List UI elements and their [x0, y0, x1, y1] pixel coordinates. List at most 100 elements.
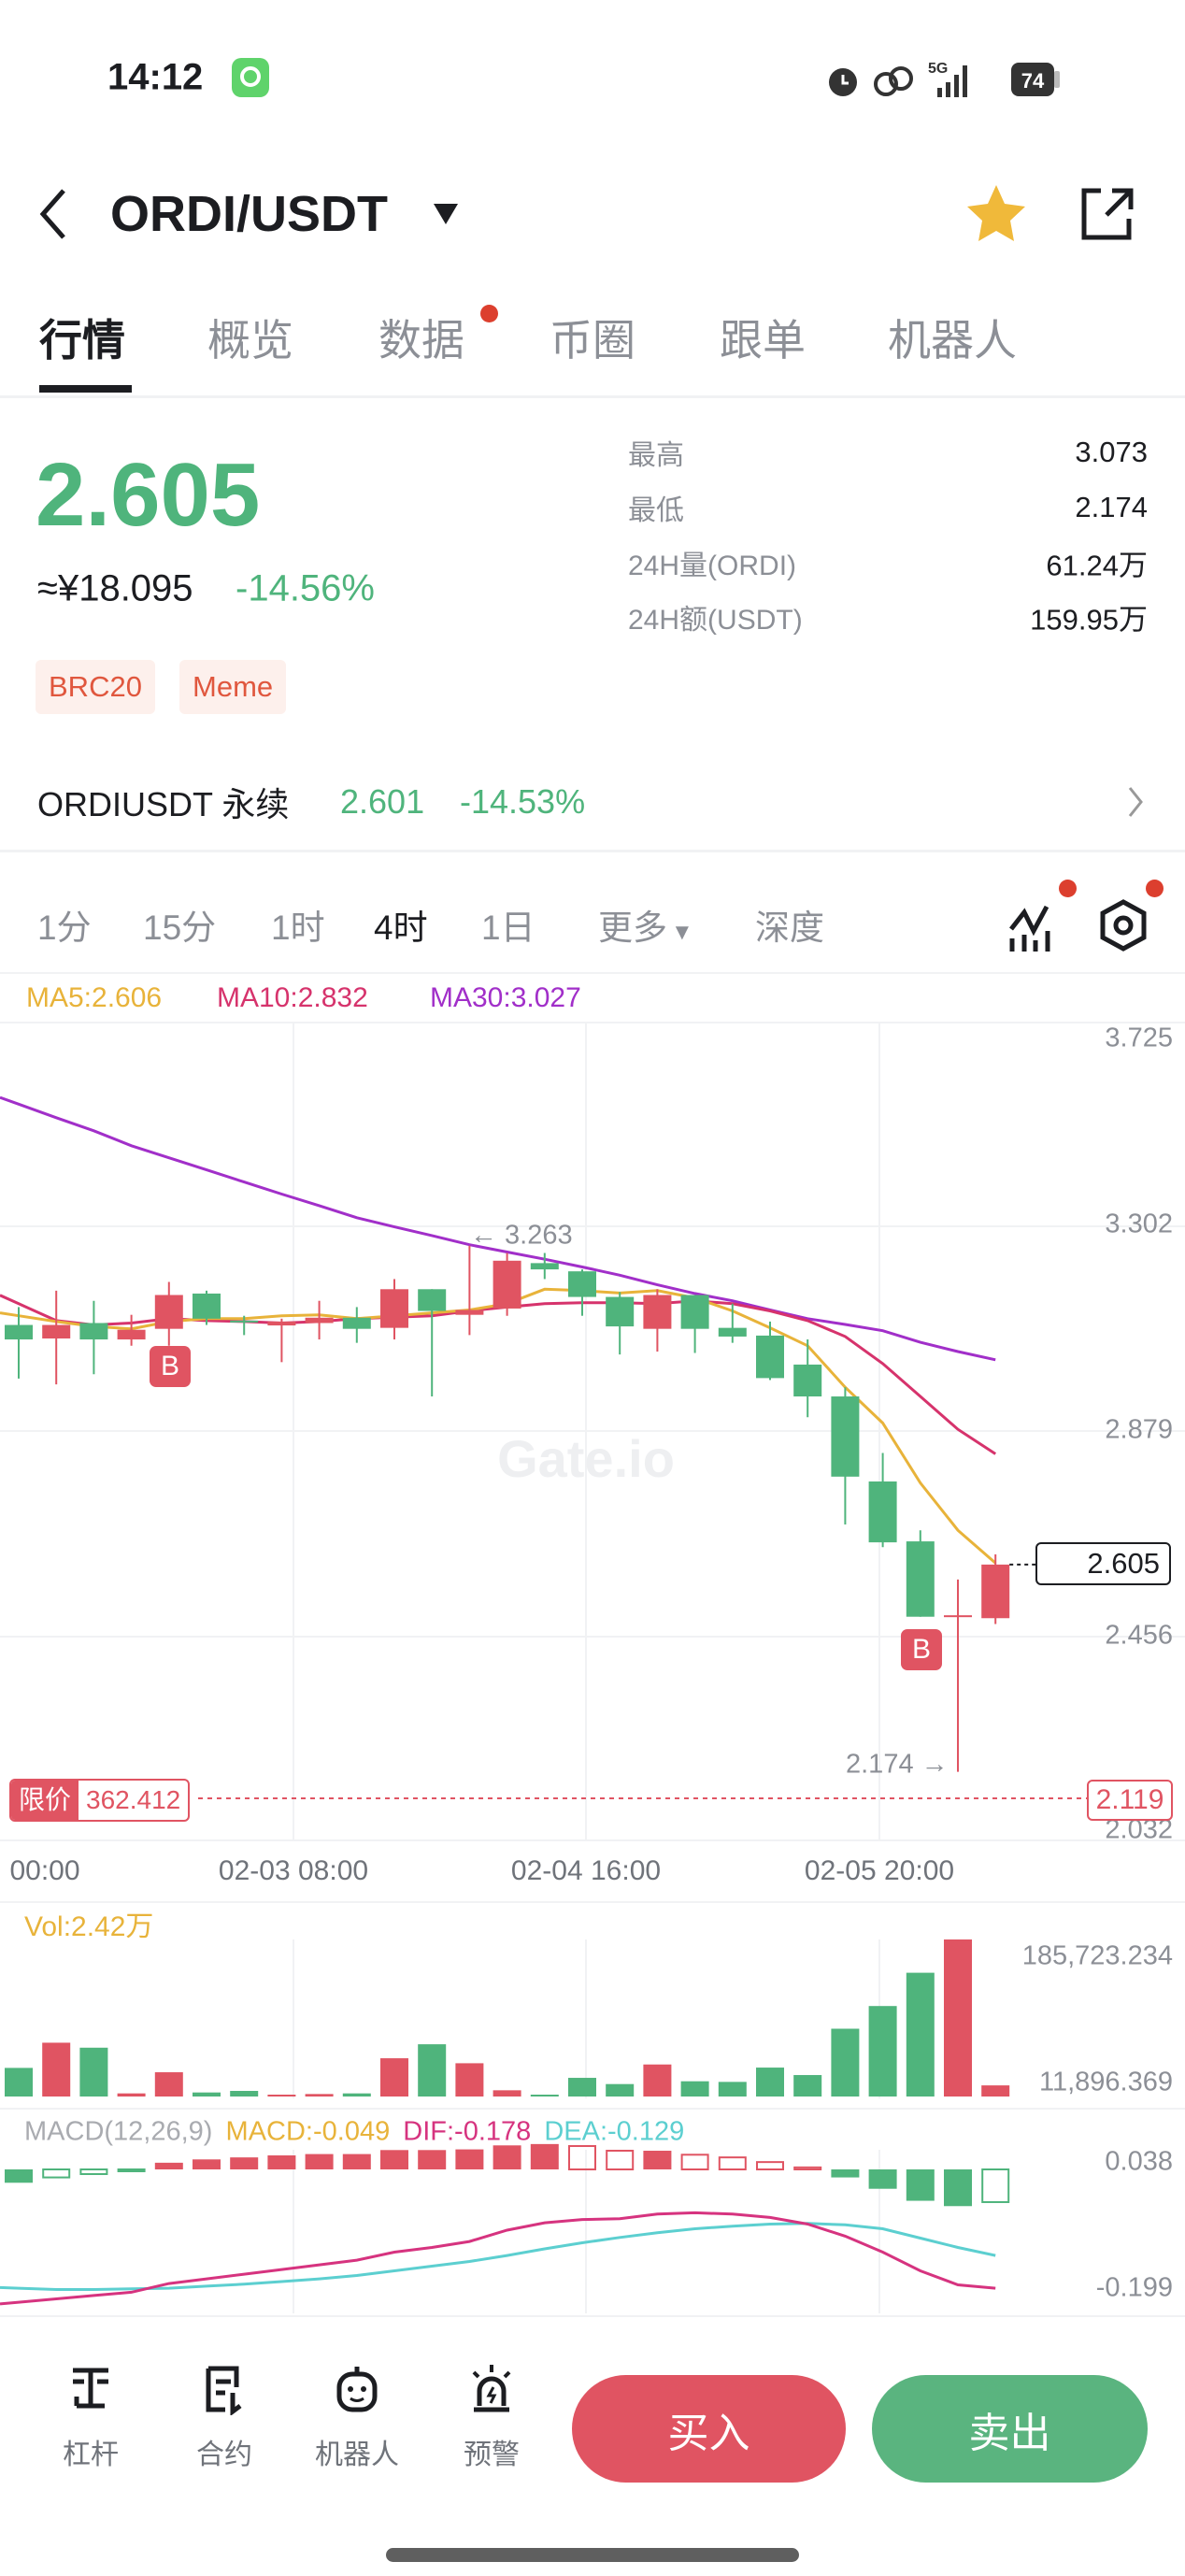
- volume-bar: [455, 2063, 484, 2097]
- buy-button[interactable]: 买入: [572, 2375, 846, 2483]
- tab-market[interactable]: 行情: [39, 316, 125, 365]
- candle: [305, 1300, 334, 1340]
- low-marker: 2.174 →: [846, 1749, 949, 1780]
- macd-bar: [117, 2168, 146, 2172]
- candle: [944, 1579, 972, 1772]
- ma10-legend: MA10:2.832: [217, 982, 368, 1013]
- signal-icon: [937, 65, 967, 97]
- last-price: 2.605: [36, 445, 261, 545]
- candle-body: [981, 1564, 1010, 1619]
- timeframe-more-label: 更多: [598, 909, 667, 947]
- candle: [79, 1300, 108, 1375]
- ma5-legend: MA5:2.606: [26, 982, 163, 1013]
- candle-body: [455, 1309, 484, 1315]
- stat-value-high: 3.073: [1075, 436, 1148, 468]
- contract-icon: [206, 2366, 242, 2416]
- ma10-line: [0, 1294, 997, 1455]
- back-icon[interactable]: [36, 187, 69, 241]
- stat-label-high: 最高: [628, 440, 684, 471]
- notification-dot: [1146, 880, 1164, 897]
- macd-bar: [42, 2168, 71, 2179]
- volume-bar: [793, 2075, 822, 2097]
- tag-meme[interactable]: Meme: [179, 660, 287, 714]
- limit-order-tag[interactable]: 限价 362.412: [9, 1779, 191, 1822]
- volume-bar: [154, 2072, 183, 2097]
- nav-label: 机器人: [315, 2440, 399, 2470]
- timeframe-15m[interactable]: 15分: [143, 909, 217, 947]
- notification-dot: [480, 305, 498, 322]
- macd-bar: [5, 2169, 33, 2183]
- macd-bar: [906, 2169, 935, 2201]
- star-icon[interactable]: [965, 182, 1027, 244]
- stat-label-low: 最低: [628, 495, 684, 526]
- nav-alert[interactable]: 预警: [440, 2365, 543, 2472]
- tab-bots[interactable]: 机器人: [888, 316, 1017, 365]
- share-icon[interactable]: [1078, 185, 1135, 243]
- macd-tick: -0.199: [1095, 2272, 1173, 2303]
- sell-button[interactable]: 卖出: [872, 2375, 1148, 2483]
- buy-marker[interactable]: B: [901, 1629, 942, 1670]
- macd-bar: [418, 2150, 447, 2169]
- divider: [0, 2108, 1185, 2110]
- volume-bar: [530, 2095, 559, 2097]
- timeframe-1h[interactable]: 1时: [271, 909, 325, 947]
- pair-title[interactable]: ORDI/USDT: [110, 186, 388, 242]
- timeframe-more[interactable]: 更多 ▼: [598, 899, 693, 950]
- macd-bar: [568, 2145, 596, 2171]
- candle: [680, 1295, 709, 1353]
- timeframe-1m[interactable]: 1分: [37, 909, 92, 947]
- timeframe-depth[interactable]: 深度: [755, 909, 824, 947]
- nav-contract[interactable]: 合约: [173, 2365, 276, 2472]
- candle: [380, 1279, 408, 1340]
- buy-marker[interactable]: B: [150, 1346, 191, 1387]
- kline-chart[interactable]: Gate.io: [0, 0, 1185, 2337]
- battery-level: 74: [1021, 69, 1045, 93]
- candle-body: [868, 1481, 897, 1543]
- price-tick: 2.879: [1105, 1414, 1173, 1445]
- macd-bar: [944, 2169, 972, 2207]
- timeframe-4h[interactable]: 4时: [374, 909, 428, 947]
- nav-robot[interactable]: 机器人: [306, 2365, 408, 2472]
- candle-body: [305, 1317, 334, 1324]
- candle: [568, 1269, 596, 1316]
- divider: [0, 395, 1185, 398]
- macd-value: MACD:-0.049: [225, 2116, 391, 2147]
- dropdown-icon[interactable]: [432, 202, 460, 226]
- candle-body: [606, 1296, 635, 1327]
- tab-community[interactable]: 币圈: [550, 316, 635, 365]
- dea-value: DEA:-0.129: [544, 2116, 685, 2147]
- divider: [0, 850, 1185, 852]
- candle: [718, 1303, 747, 1343]
- perpetual-price: 2.601: [340, 782, 425, 821]
- volume-bar: [230, 2091, 259, 2097]
- macd-bar: [643, 2151, 672, 2169]
- timeframe-1d[interactable]: 1日: [481, 909, 535, 947]
- notification-dot: [1059, 880, 1077, 897]
- macd-bar: [680, 2154, 709, 2170]
- macd-bar: [606, 2150, 635, 2171]
- volume-bar: [267, 2095, 296, 2097]
- candle-body: [193, 1293, 221, 1319]
- macd-bar: [380, 2150, 408, 2169]
- macd-bar: [718, 2156, 747, 2170]
- home-indicator[interactable]: [386, 2548, 799, 2562]
- nav-leverage[interactable]: 杠杆: [39, 2365, 142, 2472]
- stat-value-low: 2.174: [1075, 491, 1148, 523]
- candle: [643, 1289, 672, 1352]
- battery-icon: 74: [1011, 63, 1060, 96]
- settings-icon[interactable]: [1095, 897, 1151, 953]
- macd-bar: [530, 2143, 559, 2169]
- macd-legend: MACD(12,26,9) MACD:-0.049 DIF:-0.178 DEA…: [24, 2117, 684, 2148]
- indicator-icon[interactable]: [1007, 901, 1054, 953]
- tab-overview[interactable]: 概览: [207, 316, 293, 365]
- nav-label: 预警: [464, 2440, 520, 2470]
- perpetual-row[interactable]: ORDIUSDT 永续 2.601 -14.53%: [0, 766, 1185, 841]
- volume-bar: [906, 1972, 935, 2097]
- tab-data[interactable]: 数据: [378, 316, 464, 365]
- tab-copy-trading[interactable]: 跟单: [720, 316, 806, 365]
- volume-bar: [868, 2006, 897, 2097]
- tag-brc20[interactable]: BRC20: [36, 660, 155, 714]
- volume-tick: 185,723.234: [1021, 1940, 1173, 1971]
- candle: [606, 1292, 635, 1355]
- candle-body: [79, 1323, 108, 1340]
